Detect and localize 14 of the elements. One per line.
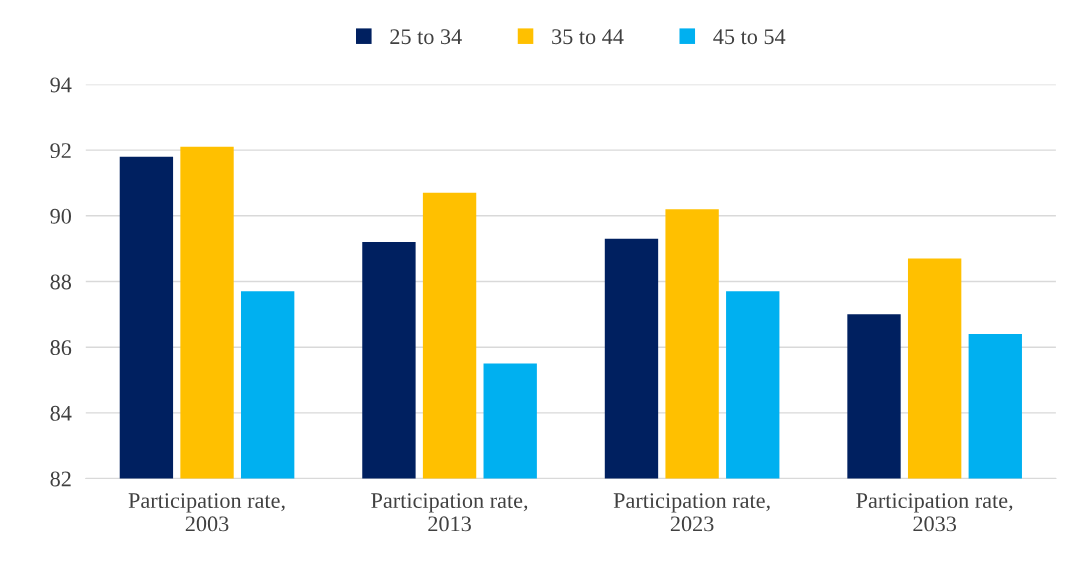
x-tick-label: Participation rate, 2013 xyxy=(371,493,528,532)
legend-label: 45 to 54 xyxy=(713,29,786,45)
y-tick-label: 94 xyxy=(50,77,72,93)
x-tick-label: Participation rate, 2033 xyxy=(856,493,1013,532)
legend-label: 35 to 44 xyxy=(552,29,624,45)
x-tick-label: Participation rate, 2023 xyxy=(613,493,770,532)
y-tick-label: 82 xyxy=(50,471,71,487)
y-tick-label: 92 xyxy=(50,143,71,159)
x-tick-label: Participation rate, 2003 xyxy=(128,493,285,532)
y-tick-label: 90 xyxy=(50,208,72,224)
y-tick-label: 84 xyxy=(50,405,72,421)
legend-label: 25 to 34 xyxy=(390,29,462,45)
y-tick-label: 88 xyxy=(50,274,72,290)
y-tick-label: 86 xyxy=(50,340,72,356)
